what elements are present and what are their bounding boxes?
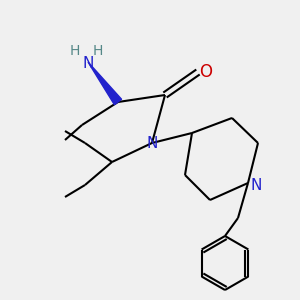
Text: H: H: [93, 44, 103, 58]
Text: N: N: [82, 56, 94, 70]
Text: N: N: [146, 136, 158, 151]
Text: H: H: [70, 44, 80, 58]
Text: N: N: [250, 178, 262, 193]
Text: O: O: [200, 63, 212, 81]
Polygon shape: [88, 62, 122, 105]
